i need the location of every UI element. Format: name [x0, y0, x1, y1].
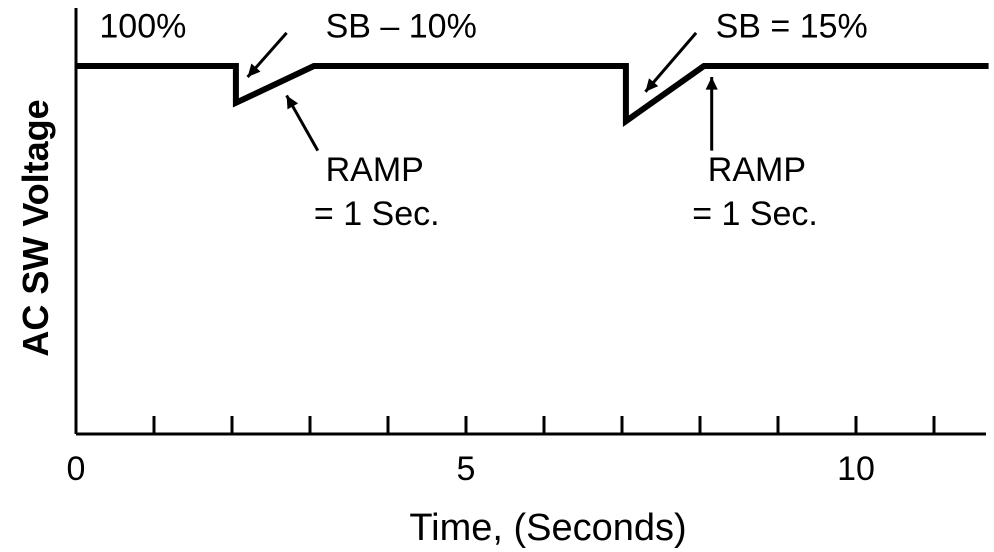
annotation-label-7: = 1 Sec. — [692, 195, 818, 233]
annotation-label-5: = 1 Sec. — [314, 195, 440, 233]
x-tick-label-10: 10 — [837, 450, 875, 488]
x-tick-label-0: 0 — [67, 450, 86, 488]
annotation-arrow-line-3 — [644, 31, 698, 93]
annotation-arrowhead-3 — [645, 78, 659, 92]
annotation-arrowhead-1 — [247, 63, 261, 78]
x-axis-title: Time, (Seconds) — [409, 507, 686, 549]
annotation-arrowhead-2 — [286, 95, 299, 110]
annotation-label-4: RAMP — [326, 151, 424, 189]
annotation-arrowhead-4 — [705, 77, 718, 90]
y-axis-title: AC SW Voltage — [15, 99, 56, 356]
voltage-series-line — [76, 63, 989, 127]
annotation-label-1: 100% — [99, 8, 186, 46]
annotation-label-2: SB – 10% — [326, 8, 477, 46]
annotation-label-3: SB = 15% — [716, 8, 868, 46]
annotation-label-6: RAMP — [708, 151, 806, 189]
x-tick-label-5: 5 — [457, 450, 476, 488]
